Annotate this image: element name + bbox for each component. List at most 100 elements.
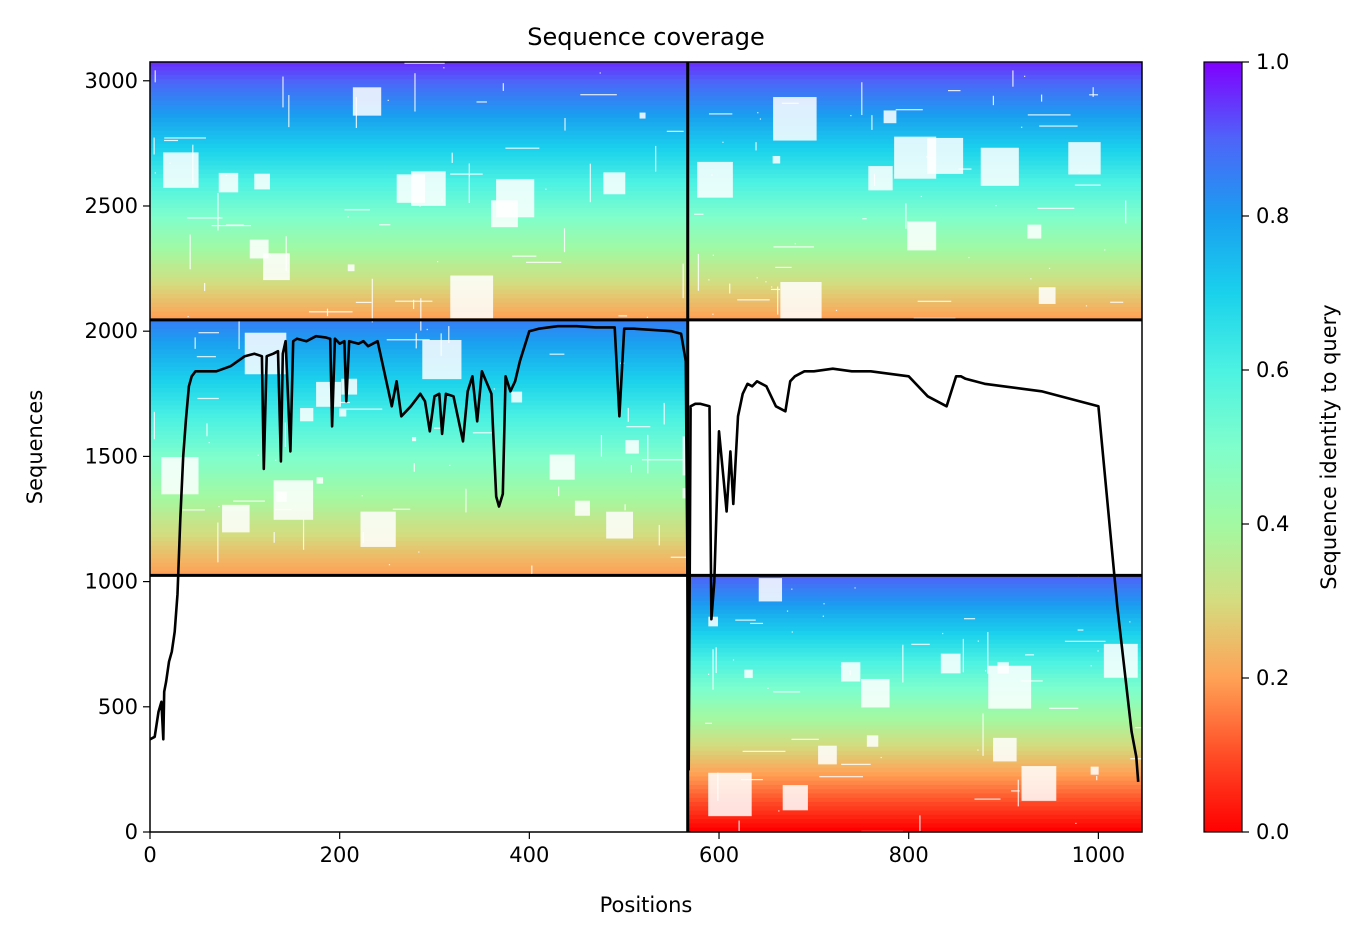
heatmap-band xyxy=(150,83,688,89)
alignment-gap xyxy=(600,435,603,457)
alignment-gap xyxy=(1048,267,1051,270)
heatmap-band xyxy=(687,307,1142,312)
alignment-gap xyxy=(1011,790,1020,792)
y-tick-label: 0 xyxy=(125,820,138,844)
heatmap-band xyxy=(687,605,1142,611)
alignment-gap xyxy=(211,224,252,227)
y-axis-ticks: 0 500 1000 1500 2000 2500 3000 xyxy=(85,69,150,844)
alignment-gap xyxy=(288,95,290,128)
heatmap-band xyxy=(687,70,1142,76)
heatmap-band xyxy=(687,178,1142,183)
alignment-gap xyxy=(729,283,731,294)
heatmap-band xyxy=(687,810,1142,816)
x-tick-label: 1000 xyxy=(1072,843,1125,867)
y-tick-label: 2000 xyxy=(85,319,138,343)
alignment-gap xyxy=(606,511,633,539)
alignment-gap xyxy=(1048,707,1079,709)
alignment-gap xyxy=(705,722,712,724)
alignment-gap xyxy=(758,578,783,602)
heatmap-band xyxy=(150,371,688,376)
coverage-line-layer xyxy=(150,324,1140,782)
heatmap-band xyxy=(150,289,688,295)
alignment-gap xyxy=(772,155,781,164)
heatmap-band xyxy=(150,117,688,123)
heatmap-band xyxy=(687,592,1142,598)
alignment-gap xyxy=(558,486,560,497)
alignment-gap xyxy=(987,632,989,674)
alignment-gap xyxy=(984,670,987,672)
heatmap-band xyxy=(150,571,688,576)
alignment-gap xyxy=(1040,94,1043,102)
heatmap-band xyxy=(687,767,1142,773)
alignment-gap xyxy=(238,320,240,350)
x-tick-label: 0 xyxy=(143,843,156,867)
alignment-gap xyxy=(866,735,879,747)
alignment-gap xyxy=(880,318,901,340)
alignment-gap xyxy=(630,465,633,473)
alignment-gap xyxy=(1021,766,1057,801)
alignment-gap xyxy=(942,632,944,635)
heatmap-block xyxy=(687,62,1142,340)
alignment-gap xyxy=(1129,621,1131,623)
alignment-gap xyxy=(694,213,704,215)
alignment-gap xyxy=(663,402,665,425)
alignment-gap xyxy=(217,522,219,563)
alignment-gap xyxy=(182,509,205,511)
alignment-gap xyxy=(493,388,495,390)
heatmap-band xyxy=(687,251,1142,257)
alignment-gap xyxy=(371,278,373,323)
heatmap-band xyxy=(687,87,1142,93)
alignment-gap xyxy=(352,87,382,116)
heatmap-band xyxy=(150,379,688,385)
colorbar-tick-label: 0.8 xyxy=(1256,204,1289,228)
heatmap-band xyxy=(150,238,688,244)
alignment-gap xyxy=(819,776,863,778)
heatmap-band xyxy=(687,725,1142,730)
alignment-gap xyxy=(525,261,562,263)
alignment-gap xyxy=(412,299,415,310)
heatmap-band xyxy=(150,152,688,158)
alignment-gap xyxy=(154,70,156,83)
alignment-gap xyxy=(169,162,171,164)
alignment-gap xyxy=(708,673,710,675)
alignment-gap xyxy=(360,511,396,547)
alignment-gap xyxy=(1135,727,1142,729)
heatmap-band xyxy=(687,712,1142,718)
alignment-gap xyxy=(1068,142,1101,175)
alignment-gap xyxy=(980,147,1019,186)
alignment-gap xyxy=(154,172,156,174)
heatmap-band xyxy=(687,652,1142,658)
alignment-gap xyxy=(1096,775,1098,781)
alignment-gap xyxy=(868,166,893,191)
x-tick-label: 800 xyxy=(889,843,929,867)
heatmap-band xyxy=(150,545,688,551)
alignment-gap xyxy=(449,464,451,466)
alignment-gap xyxy=(841,763,871,765)
heatmap-band xyxy=(687,755,1142,760)
heatmap-band xyxy=(687,66,1142,72)
alignment-gap xyxy=(782,785,808,811)
alignment-gap xyxy=(273,532,275,543)
alignment-gap xyxy=(905,203,907,229)
heatmap-band xyxy=(150,276,688,282)
heatmap-band xyxy=(150,473,688,479)
alignment-gap xyxy=(218,172,239,193)
alignment-gap xyxy=(441,198,443,203)
alignment-gap xyxy=(822,615,824,617)
alignment-gap xyxy=(854,587,856,589)
heatmap-band xyxy=(150,96,688,102)
alignment-gap xyxy=(218,505,220,508)
heatmap-band xyxy=(150,353,688,359)
alignment-gap xyxy=(977,640,979,642)
heatmap-band xyxy=(687,285,1142,291)
alignment-gap xyxy=(339,401,351,404)
heatmap-band xyxy=(150,268,688,274)
alignment-gap xyxy=(940,653,961,674)
heatmap-band xyxy=(687,772,1142,777)
alignment-gap xyxy=(1038,287,1056,304)
alignment-gap xyxy=(422,339,462,380)
alignment-gap xyxy=(426,328,428,331)
heatmap-band xyxy=(150,524,688,530)
alignment-gap xyxy=(208,442,210,444)
y-tick-label: 2500 xyxy=(85,194,138,218)
